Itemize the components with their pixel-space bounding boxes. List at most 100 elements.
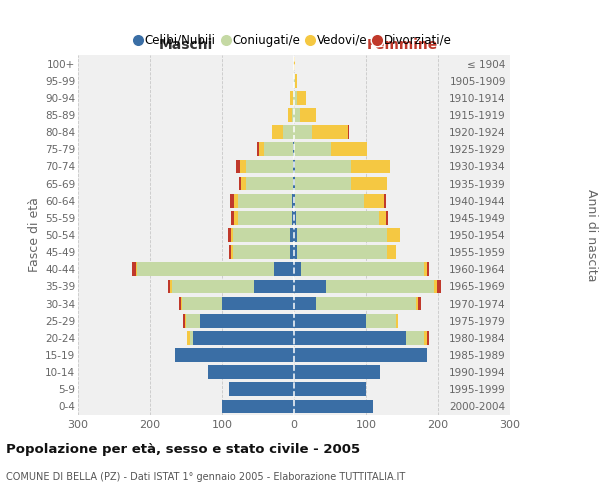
Bar bbox=[229, 246, 232, 259]
Bar bbox=[259, 142, 265, 156]
Bar bbox=[274, 262, 294, 276]
Bar bbox=[295, 160, 351, 173]
Bar bbox=[294, 160, 295, 173]
Text: Popolazione per età, sesso e stato civile - 2005: Popolazione per età, sesso e stato civil… bbox=[6, 442, 360, 456]
Bar bbox=[294, 400, 373, 413]
Bar bbox=[351, 176, 387, 190]
Text: Femmine: Femmine bbox=[367, 38, 437, 52]
Bar bbox=[427, 331, 430, 344]
Bar bbox=[290, 91, 293, 104]
Bar bbox=[379, 211, 386, 224]
Bar bbox=[406, 331, 424, 344]
Bar bbox=[294, 194, 295, 207]
Bar bbox=[175, 348, 294, 362]
Bar bbox=[294, 366, 380, 379]
Bar bbox=[384, 194, 386, 207]
Bar bbox=[290, 228, 294, 242]
Bar bbox=[247, 176, 293, 190]
Bar bbox=[294, 348, 427, 362]
Bar bbox=[193, 331, 294, 344]
Bar bbox=[294, 56, 295, 70]
Bar bbox=[294, 142, 331, 156]
Bar bbox=[238, 194, 292, 207]
Bar bbox=[236, 160, 240, 173]
Bar bbox=[294, 331, 406, 344]
Bar bbox=[387, 246, 396, 259]
Bar bbox=[326, 280, 434, 293]
Bar bbox=[229, 228, 230, 242]
Bar bbox=[257, 142, 259, 156]
Bar bbox=[297, 246, 387, 259]
Bar bbox=[293, 142, 294, 156]
Text: Maschi: Maschi bbox=[159, 38, 213, 52]
Bar bbox=[294, 296, 316, 310]
Bar bbox=[294, 91, 297, 104]
Bar bbox=[239, 176, 241, 190]
Bar bbox=[292, 211, 294, 224]
Bar bbox=[241, 176, 247, 190]
Bar bbox=[254, 280, 294, 293]
Bar bbox=[222, 400, 294, 413]
Bar bbox=[186, 314, 200, 328]
Bar bbox=[292, 194, 294, 207]
Bar bbox=[222, 296, 294, 310]
Bar bbox=[233, 246, 290, 259]
Bar bbox=[294, 262, 301, 276]
Bar bbox=[136, 262, 137, 276]
Bar bbox=[294, 74, 295, 88]
Bar bbox=[233, 228, 290, 242]
Bar bbox=[294, 280, 326, 293]
Bar bbox=[294, 314, 366, 328]
Bar bbox=[137, 262, 274, 276]
Bar bbox=[427, 262, 430, 276]
Bar bbox=[190, 331, 193, 344]
Bar bbox=[331, 142, 367, 156]
Bar bbox=[240, 160, 246, 173]
Text: COMUNE DI BELLA (PZ) - Dati ISTAT 1° gennaio 2005 - Elaborazione TUTTITALIA.IT: COMUNE DI BELLA (PZ) - Dati ISTAT 1° gen… bbox=[6, 472, 405, 482]
Bar bbox=[424, 331, 427, 344]
Bar bbox=[179, 296, 181, 310]
Bar bbox=[230, 194, 233, 207]
Bar bbox=[232, 246, 233, 259]
Bar bbox=[351, 160, 391, 173]
Bar bbox=[208, 366, 294, 379]
Bar bbox=[296, 211, 379, 224]
Bar bbox=[172, 280, 254, 293]
Bar bbox=[200, 314, 294, 328]
Bar bbox=[294, 246, 297, 259]
Bar bbox=[295, 176, 351, 190]
Bar bbox=[437, 280, 441, 293]
Bar bbox=[132, 262, 136, 276]
Legend: Celibi/Nubili, Coniugati/e, Vedovi/e, Divorziati/e: Celibi/Nubili, Coniugati/e, Vedovi/e, Di… bbox=[133, 30, 455, 50]
Bar bbox=[168, 280, 170, 293]
Bar bbox=[434, 280, 437, 293]
Bar bbox=[288, 108, 292, 122]
Bar bbox=[294, 108, 300, 122]
Bar bbox=[418, 296, 421, 310]
Bar bbox=[293, 91, 294, 104]
Bar bbox=[234, 211, 238, 224]
Bar bbox=[229, 382, 294, 396]
Text: Anni di nascita: Anni di nascita bbox=[584, 188, 598, 281]
Bar bbox=[187, 331, 190, 344]
Bar bbox=[233, 194, 238, 207]
Bar bbox=[292, 108, 294, 122]
Bar bbox=[386, 211, 388, 224]
Bar bbox=[294, 176, 295, 190]
Y-axis label: Fasce di età: Fasce di età bbox=[28, 198, 41, 272]
Bar bbox=[301, 262, 424, 276]
Bar bbox=[294, 211, 296, 224]
Bar bbox=[181, 296, 182, 310]
Bar bbox=[272, 126, 283, 139]
Bar bbox=[297, 228, 387, 242]
Bar bbox=[295, 74, 297, 88]
Bar bbox=[230, 228, 233, 242]
Bar bbox=[283, 126, 294, 139]
Bar bbox=[364, 194, 384, 207]
Bar bbox=[416, 296, 418, 310]
Bar bbox=[290, 246, 294, 259]
Bar bbox=[366, 314, 396, 328]
Bar bbox=[265, 142, 293, 156]
Bar bbox=[424, 262, 427, 276]
Bar bbox=[312, 126, 348, 139]
